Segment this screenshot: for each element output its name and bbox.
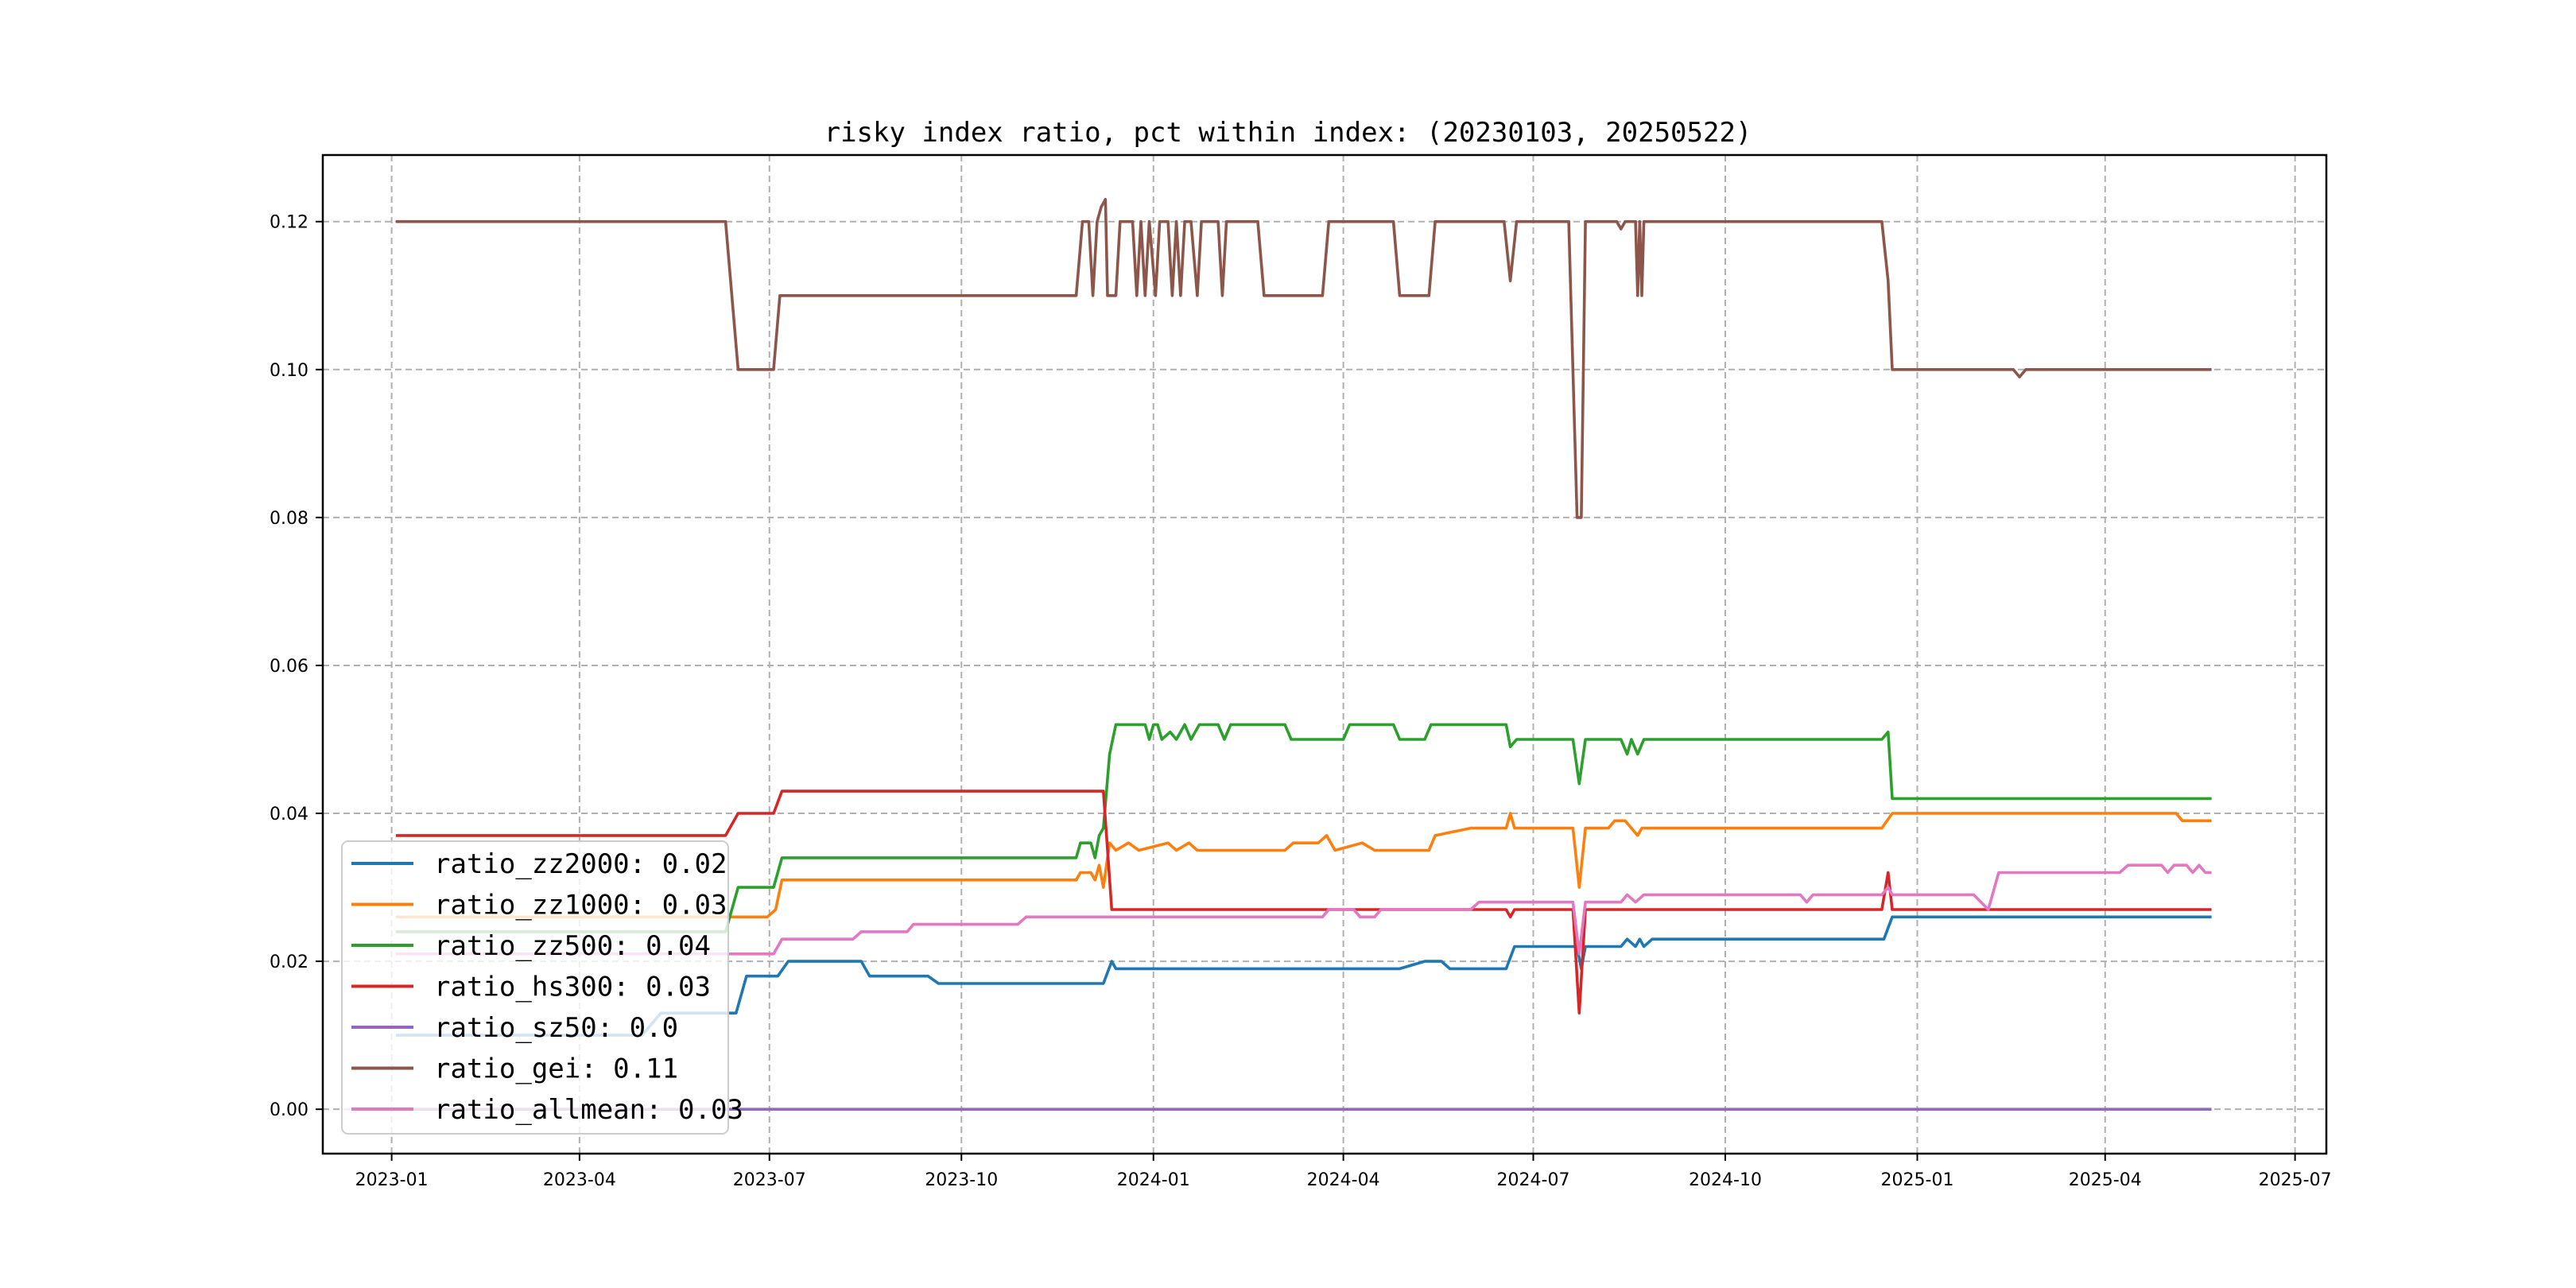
- tick-layer: 0.00 0.02 0.04 0.06 0.08 0.10 0.12 2023-01 2023-…: [270, 213, 2332, 1190]
- y-tick-label: 0.02: [270, 952, 308, 972]
- y-tick-label: 0.08: [270, 509, 308, 529]
- series-line-3: [395, 789, 2212, 1014]
- series-line-2: [395, 723, 2212, 933]
- x-tick-label: 2023-01: [355, 1170, 429, 1190]
- y-tick-label: 0.06: [270, 657, 308, 677]
- chart-title: risky index ratio, pct within index: (20…: [824, 117, 1752, 149]
- legend-label: ratio_allmean: 0.03: [434, 1094, 743, 1126]
- plot-frame: [321, 153, 2328, 1155]
- legend-box: [341, 840, 729, 1135]
- series-layer: [395, 198, 2212, 1111]
- grid-layer: [323, 155, 2326, 1154]
- legend-label: ratio_hs300: 0.03: [434, 972, 711, 1003]
- series-line-0: [395, 915, 2212, 1037]
- y-tick-label: 0.00: [270, 1100, 308, 1120]
- series-line-6: [395, 863, 2212, 956]
- x-tick-label: 2025-07: [2259, 1170, 2332, 1190]
- legend: ratio_zz2000: 0.02 ratio_zz1000: 0.03 rati…: [341, 840, 743, 1135]
- legend-label: ratio_zz500: 0.04: [434, 930, 711, 962]
- y-tick-label: 0.12: [270, 213, 308, 233]
- series-line-5: [395, 198, 2212, 519]
- legend-label: ratio_zz1000: 0.03: [434, 890, 727, 921]
- x-tick-label: 2024-01: [1117, 1170, 1190, 1190]
- series-line-1: [395, 812, 2212, 919]
- legend-label: ratio_zz2000: 0.02: [434, 848, 727, 880]
- x-tick-label: 2025-04: [2069, 1170, 2142, 1190]
- legend-label: ratio_gei: 0.11: [434, 1053, 678, 1085]
- y-tick-label: 0.04: [270, 805, 308, 824]
- x-tick-label: 2024-10: [1689, 1170, 1762, 1190]
- x-tick-label: 2023-04: [543, 1170, 616, 1190]
- y-tick-label: 0.10: [270, 361, 308, 381]
- x-tick-label: 2024-04: [1307, 1170, 1380, 1190]
- legend-label: ratio_sz50: 0.0: [434, 1012, 678, 1044]
- x-tick-label: 2024-07: [1497, 1170, 1570, 1190]
- x-tick-label: 2023-10: [925, 1170, 998, 1190]
- x-tick-label: 2023-07: [733, 1170, 806, 1190]
- x-tick-label: 2025-01: [1881, 1170, 1954, 1190]
